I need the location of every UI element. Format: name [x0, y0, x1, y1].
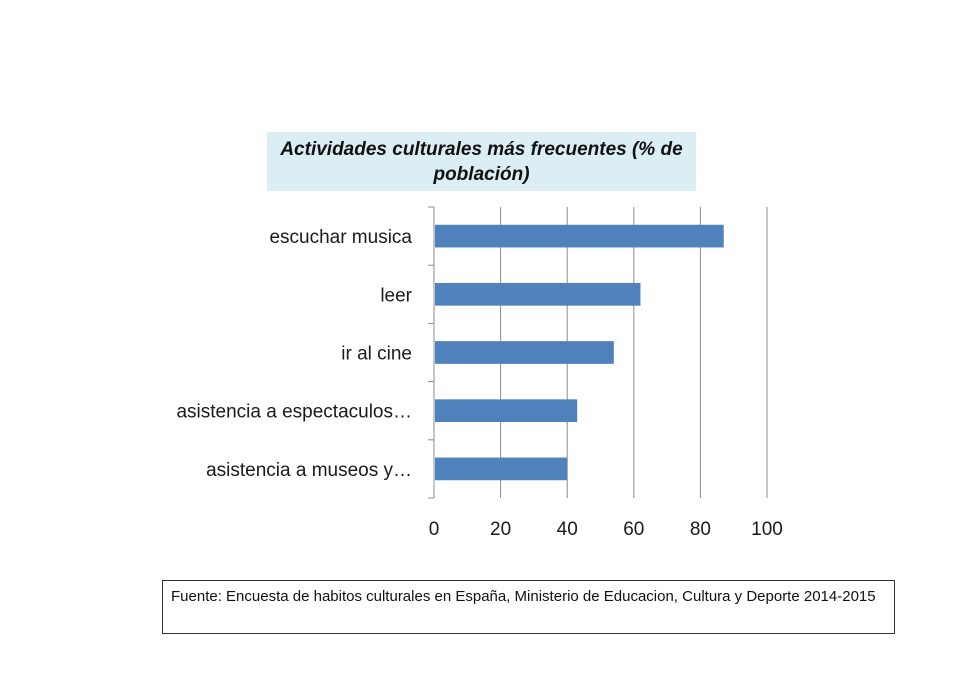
category-labels: escuchar musica leer ir al cine asistencia …: [176, 227, 412, 481]
tick-label-0: 0: [429, 519, 440, 540]
tick-label-60: 60: [623, 519, 644, 540]
category-label-5: asistencia a museos y…: [206, 460, 412, 481]
bar-3: [435, 341, 614, 364]
bar-1: [435, 224, 724, 248]
tick-label-80: 80: [690, 519, 711, 540]
category-axis: [428, 206, 435, 499]
bar-4: [435, 399, 578, 423]
category-label-4: asistencia a espectaculos…: [176, 402, 412, 423]
source-note: Fuente: Encuesta de habitos culturales e…: [162, 580, 895, 634]
tick-label-20: 20: [490, 519, 511, 540]
tick-label-40: 40: [557, 519, 578, 540]
bar-2: [435, 282, 641, 306]
value-axis-ticks: 0 20 40 60 80 100: [429, 519, 783, 540]
category-label-2: leer: [380, 285, 412, 306]
bar-5: [435, 457, 568, 481]
bars: [435, 224, 724, 481]
chart-title: Actividades culturales más frecuentes (%…: [267, 132, 696, 191]
category-label-1: escuchar musica: [269, 227, 412, 248]
source-text: Fuente: Encuesta de habitos culturales e…: [171, 588, 876, 605]
tick-label-100: 100: [751, 519, 783, 540]
chart-title-text: Actividades culturales más frecuentes (%…: [280, 138, 683, 185]
category-label-3: ir al cine: [341, 344, 412, 365]
